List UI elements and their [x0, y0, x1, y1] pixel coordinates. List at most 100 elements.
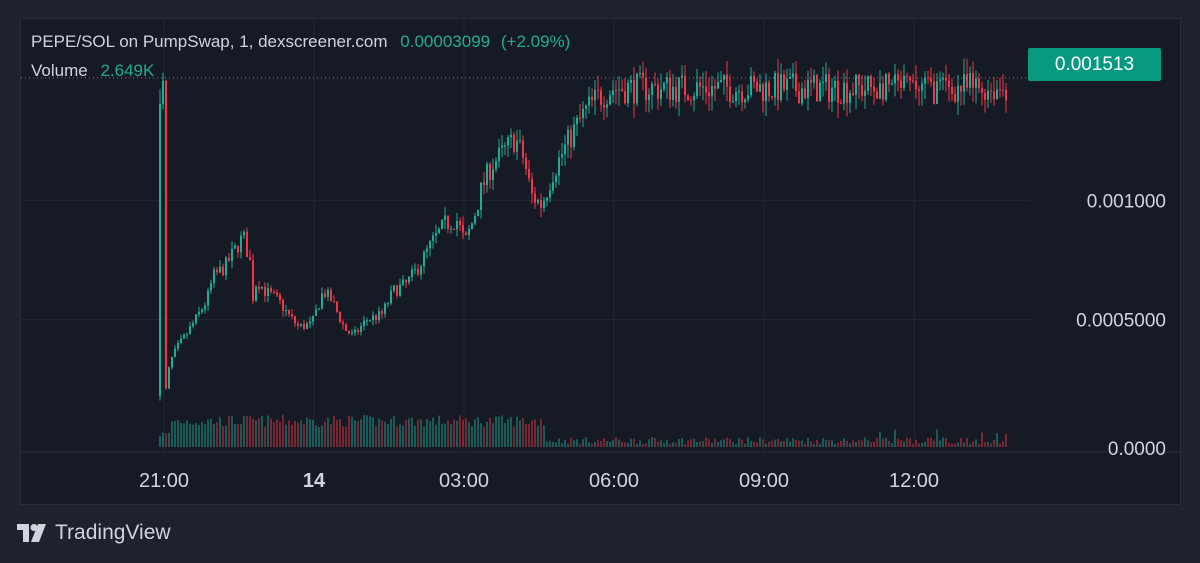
volume-bar — [504, 423, 506, 447]
volume-bar — [222, 426, 224, 447]
volume-bar — [399, 424, 401, 447]
volume-bar — [342, 426, 344, 447]
volume-bar — [405, 419, 407, 447]
candle-body — [915, 80, 917, 90]
volume-bar — [960, 438, 962, 447]
volume-bar — [477, 416, 479, 447]
symbol-title: PEPE/SOL on PumpSwap, 1, dexscreener.com — [31, 32, 388, 51]
candle-body — [204, 305, 206, 310]
volume-bar — [888, 440, 890, 447]
volume-bar — [189, 423, 191, 447]
volume-bar — [570, 437, 572, 447]
candle-body — [498, 147, 500, 162]
volume-bar — [846, 440, 848, 447]
volume-bar — [900, 439, 902, 447]
candle-body — [690, 100, 692, 102]
volume-bar — [237, 424, 239, 447]
candle-body — [324, 293, 326, 297]
candle-body — [831, 87, 833, 102]
candle-body — [483, 182, 485, 186]
candle-body — [669, 77, 671, 100]
tradingview-brand[interactable]: TradingView — [55, 521, 171, 544]
volume-bar — [174, 420, 176, 447]
candle-body — [987, 90, 989, 100]
volume-bar — [615, 437, 617, 447]
volume-bar — [597, 439, 599, 447]
volume-bar — [336, 419, 338, 447]
volume-bar — [651, 437, 653, 447]
candle-body — [177, 342, 179, 349]
candle-body — [213, 269, 215, 284]
candle-body — [993, 91, 995, 100]
volume-bar — [720, 440, 722, 447]
candle-body — [918, 89, 920, 91]
volume-bar — [660, 440, 662, 447]
candle-body — [237, 245, 239, 253]
candle-body — [630, 79, 632, 83]
candle-body — [762, 84, 764, 102]
chart-panel[interactable]: 0.0000 0.0005000 0.001000 21:00 14 03:00 06:00… — [20, 18, 1181, 505]
candle-body — [573, 124, 575, 148]
volume-bar — [672, 442, 674, 447]
candle-body — [852, 93, 854, 95]
candle-body — [819, 82, 821, 102]
candle-body — [570, 129, 572, 148]
candle-body — [555, 175, 557, 183]
candle-body — [420, 266, 422, 275]
candle-body — [180, 338, 182, 343]
x-tick-label: 09:00 — [739, 470, 789, 492]
candle-body — [381, 311, 383, 314]
volume-bar — [354, 420, 356, 447]
candle-body — [591, 96, 593, 101]
candle-body — [891, 83, 893, 85]
volume-bar — [360, 419, 362, 447]
candle-body — [786, 78, 788, 90]
candle-body — [537, 200, 539, 203]
volume-bar — [159, 435, 161, 447]
candle-body — [693, 96, 695, 101]
volume-bar — [915, 439, 917, 447]
candle-body — [990, 90, 992, 92]
candle-body — [798, 91, 800, 104]
volume-bar — [699, 441, 701, 447]
candle-body — [912, 80, 914, 82]
tradingview-logo-icon[interactable] — [17, 524, 47, 542]
volume-bar — [867, 440, 869, 447]
candle-body — [480, 182, 482, 210]
candle-body — [738, 91, 740, 93]
volume-bar — [243, 416, 245, 447]
volume-bar — [417, 420, 419, 447]
candle-body — [981, 88, 983, 93]
volume-bar — [378, 418, 380, 447]
volume-bar — [642, 443, 644, 447]
candle-body — [531, 178, 533, 194]
volume-bar — [837, 442, 839, 447]
candle-body — [318, 308, 320, 310]
candle-body — [393, 285, 395, 291]
candle-body — [864, 90, 866, 96]
volume-bar — [822, 438, 824, 447]
candle-body — [279, 294, 281, 301]
volume-bar — [573, 440, 575, 447]
volume-bar — [345, 426, 347, 447]
candle-body — [186, 334, 188, 336]
candle-body — [756, 81, 758, 92]
volume-bar — [594, 441, 596, 447]
candle-body — [639, 72, 641, 74]
volume-bar — [549, 440, 551, 447]
volume-bar — [999, 443, 1001, 447]
candle-body — [240, 235, 242, 253]
candlestick-chart[interactable]: 0.0000 0.0005000 0.001000 21:00 14 03:00 06:00… — [21, 19, 1180, 504]
volume-bar — [279, 421, 281, 447]
candle-body — [534, 193, 536, 203]
volume-bar — [321, 425, 323, 447]
candle-body — [306, 323, 308, 329]
volume-bar — [402, 425, 404, 447]
volume-bar — [951, 443, 953, 447]
candle-body — [231, 248, 233, 261]
volume-bar — [858, 439, 860, 447]
volume-bar — [666, 440, 668, 447]
volume-bar — [621, 441, 623, 447]
candle-body — [564, 144, 566, 155]
volume-bar — [921, 442, 923, 447]
